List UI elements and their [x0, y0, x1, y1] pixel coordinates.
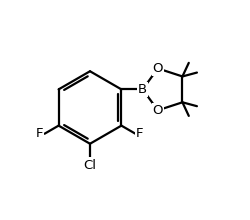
Text: O: O	[152, 62, 163, 75]
Text: F: F	[136, 127, 144, 140]
Text: F: F	[36, 127, 43, 140]
Text: B: B	[138, 83, 147, 96]
Text: O: O	[152, 104, 163, 117]
Text: Cl: Cl	[84, 158, 96, 172]
